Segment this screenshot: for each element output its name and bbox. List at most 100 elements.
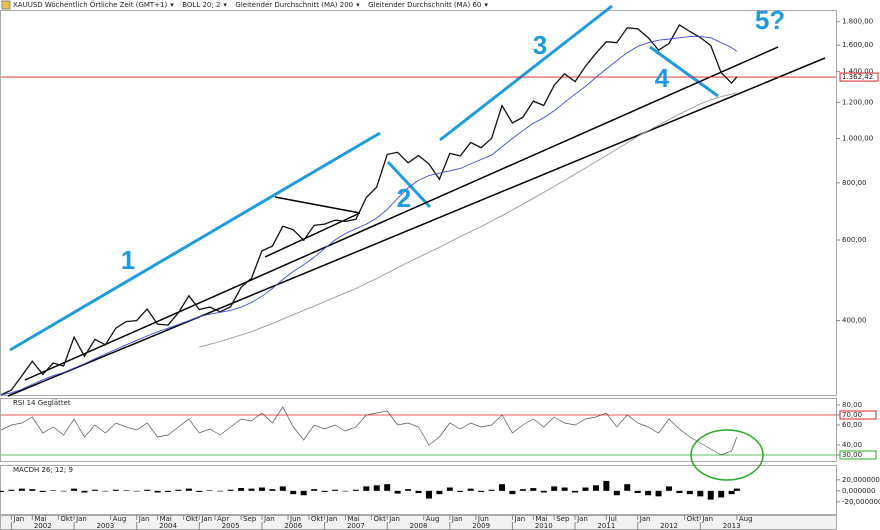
- macd-bar: [290, 490, 297, 495]
- macd-bar: [279, 486, 286, 491]
- macd-bar: [582, 487, 589, 491]
- x-tick-label: Jan: [12, 515, 24, 523]
- macd-bar: [258, 487, 265, 491]
- y-tick-label: -20,000000: [842, 498, 880, 506]
- x-tick-label: Okt: [186, 515, 199, 523]
- macd-panel: [0, 465, 837, 515]
- macd-bar: [666, 486, 672, 491]
- macd-bar: [603, 480, 610, 491]
- macd-bar: [0, 490, 4, 492]
- year-label: 2008: [410, 522, 428, 530]
- macd-bar: [227, 489, 234, 491]
- y-tick-label: 30,00: [842, 451, 862, 459]
- macd-bar: [39, 490, 46, 492]
- macd-bar: [206, 490, 213, 491]
- macd-bar: [384, 484, 391, 491]
- wave-label: 2: [397, 183, 411, 213]
- dropdown-arrow[interactable]: ▾: [356, 1, 360, 9]
- dropdown-arrow[interactable]: ▾: [170, 1, 174, 9]
- dropdown-arrow[interactable]: ▾: [484, 1, 488, 9]
- x-tick-label: Jan: [326, 515, 338, 523]
- macd-bar: [8, 489, 15, 491]
- legend-entry[interactable]: BOLL 20; 2: [182, 1, 220, 9]
- macd-bar: [561, 487, 568, 491]
- wave-label: 4: [655, 63, 670, 93]
- macd-bar: [196, 490, 203, 492]
- macd-bar: [592, 485, 599, 491]
- x-tick-label: Jan: [263, 515, 275, 523]
- y-tick-label: 20,000000: [842, 476, 880, 484]
- macd-bar: [352, 489, 359, 491]
- legend-entry[interactable]: Gleitender Durchschnitt (MA) 60: [368, 1, 481, 9]
- price-line: [0, 23, 738, 396]
- year-label: 2013: [723, 522, 741, 530]
- macd-bar: [655, 490, 662, 497]
- year-label: 2011: [597, 522, 615, 530]
- macd-bar: [269, 489, 276, 491]
- x-tick-label: Mai: [34, 515, 46, 523]
- x-tick-label: Aug: [426, 515, 440, 523]
- rsi-line: [0, 406, 738, 456]
- macd-bar: [133, 490, 140, 492]
- y-tick-label: 1.000,00: [842, 135, 873, 143]
- level-box: [839, 450, 877, 460]
- macd-bar: [530, 488, 537, 491]
- symbol-icon[interactable]: [1, 0, 11, 10]
- x-tick-label: Sep: [243, 515, 257, 523]
- macd-bar: [123, 490, 130, 491]
- wave-label: 3: [533, 30, 547, 60]
- x-tick-label: Jan: [513, 515, 525, 523]
- macd-bar: [29, 489, 36, 491]
- y-tick-label: 60,00: [842, 421, 862, 429]
- y-tick-label: 400,00: [842, 317, 867, 325]
- macd-bar: [718, 490, 725, 498]
- y-tick-label: 1.200,00: [842, 98, 873, 106]
- macd-bar: [321, 490, 328, 492]
- y-tick-label: 600,00: [842, 236, 867, 244]
- macd-bar: [457, 490, 464, 492]
- x-tick-label: Jan: [200, 515, 212, 523]
- macd-bar: [540, 490, 547, 493]
- x-tick-label: Apr: [217, 515, 229, 523]
- x-tick-label: Okt: [687, 515, 700, 523]
- macd-bar: [733, 488, 740, 491]
- macd-bar: [624, 484, 631, 491]
- macd-bar: [185, 488, 192, 491]
- macd-bar: [144, 489, 151, 491]
- x-tick-label: Mai: [535, 515, 547, 523]
- y-tick-label: 1.800,00: [842, 18, 873, 26]
- legend-entry[interactable]: Gleitender Durchschnitt (MA) 200: [235, 1, 353, 9]
- legend-entry[interactable]: XAUUSD Wöchentlich Örtliche Zeit (GMT+1): [13, 0, 168, 9]
- year-label: 2004: [159, 522, 177, 530]
- macd-bar: [425, 490, 432, 499]
- macd-bar: [634, 490, 641, 494]
- macd-bar: [363, 486, 370, 491]
- macd-bar: [613, 490, 620, 496]
- x-tick-label: Jan: [75, 515, 87, 523]
- dropdown-arrow[interactable]: ▾: [223, 1, 227, 9]
- x-tick-label: Jan: [639, 515, 651, 523]
- x-tick-label: Jun: [477, 515, 489, 523]
- macd-bar: [509, 490, 516, 495]
- macd-bar: [300, 490, 307, 496]
- macd-bar: [112, 489, 119, 491]
- macd-bar: [467, 488, 474, 491]
- macd-bar: [446, 487, 453, 491]
- macd-bar: [697, 490, 704, 497]
- last-price-label: 1.362,42: [842, 73, 873, 81]
- macd-bar: [519, 489, 526, 491]
- last-price-box: [839, 72, 879, 82]
- macd-bar: [248, 488, 255, 491]
- macd-bar: [175, 489, 182, 491]
- macd-bar: [60, 490, 67, 492]
- macd-bar: [478, 490, 485, 492]
- macd-bar: [572, 490, 579, 493]
- main-panel: [0, 10, 837, 396]
- macd-bar: [332, 489, 338, 491]
- rsi-panel: [0, 398, 837, 462]
- macd-bar: [154, 490, 161, 493]
- x-tick-label: Jul: [607, 515, 617, 523]
- macd-bar: [676, 490, 683, 494]
- trendlines: [7, 4, 826, 481]
